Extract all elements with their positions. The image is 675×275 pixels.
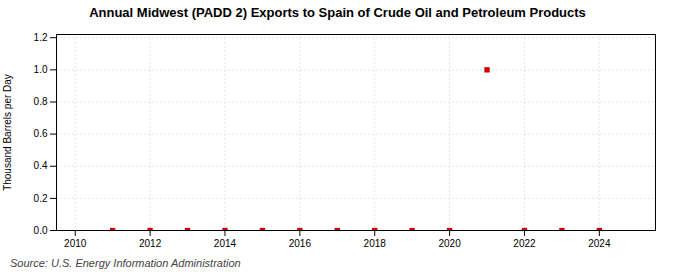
html-text:Source: U.S. Energy Informatio: Source: U.S. Energy Information Administ… (10, 257, 241, 269)
svg-text:1.2: 1.2 (34, 32, 48, 43)
svg-text:Thousand Barrels per Day: Thousand Barrels per Day (2, 74, 13, 191)
svg-text:1.0: 1.0 (34, 64, 48, 75)
svg-text:2012: 2012 (139, 238, 162, 249)
svg-text:2014: 2014 (214, 238, 237, 249)
svg-text:0.6: 0.6 (34, 128, 48, 139)
svg-text:0.8: 0.8 (34, 96, 48, 107)
html-text:Annual Midwest (PADD 2) Export: Annual Midwest (PADD 2) Exports to Spain… (89, 5, 586, 20)
svg-text:2018: 2018 (364, 238, 387, 249)
svg-text:0.2: 0.2 (34, 193, 48, 204)
svg-text:2016: 2016 (289, 238, 312, 249)
svg-text:2020: 2020 (438, 238, 461, 249)
svg-text:0.4: 0.4 (34, 160, 48, 171)
svg-text:2010: 2010 (64, 238, 87, 249)
svg-text:2022: 2022 (513, 238, 536, 249)
svg-text:2024: 2024 (588, 238, 611, 249)
svg-text:0.0: 0.0 (34, 225, 48, 236)
